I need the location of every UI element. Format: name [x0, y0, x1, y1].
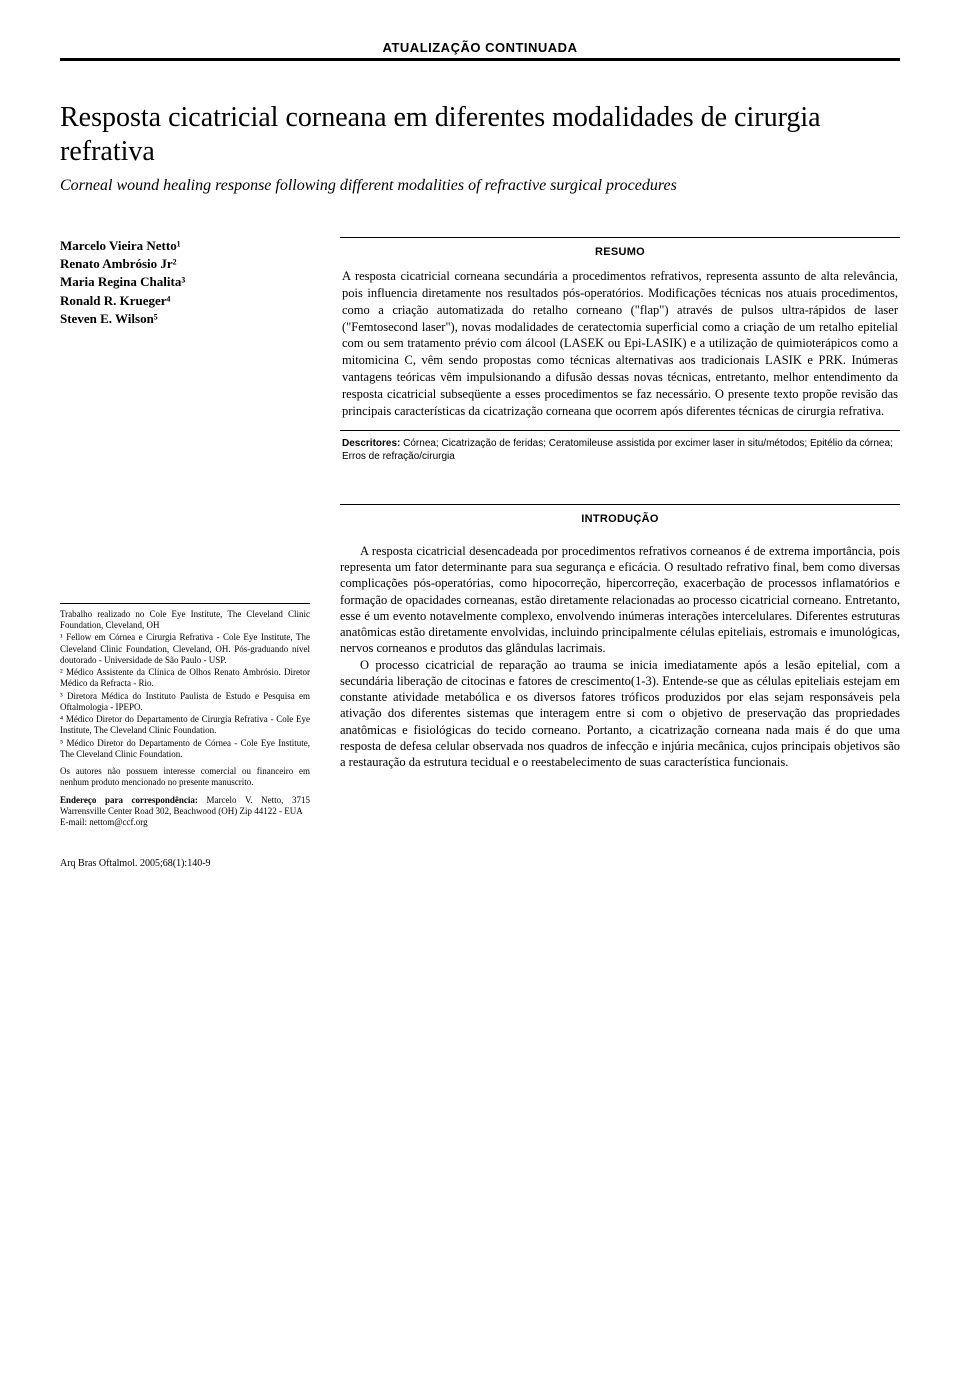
author: Marcelo Vieira Netto¹: [60, 237, 310, 255]
affil-item: ⁴ Médico Diretor do Departamento de Ciru…: [60, 714, 310, 737]
article-title-en: Corneal wound healing response following…: [60, 176, 900, 197]
affil-item: ¹ Fellow em Córnea e Cirurgia Refrativa …: [60, 632, 310, 666]
article-title-pt: Resposta cicatricial corneana em diferen…: [60, 101, 900, 168]
descriptors-text: Córnea; Cicatrização de feridas; Ceratom…: [342, 438, 893, 463]
intro-heading: INTRODUÇÃO: [340, 513, 900, 525]
corr-label: Endereço para correspondência:: [60, 795, 198, 805]
descriptors-label: Descritores:: [342, 438, 400, 449]
affil-intro: Trabalho realizado no Cole Eye Institute…: [60, 609, 310, 632]
affiliations-column: Trabalho realizado no Cole Eye Institute…: [60, 543, 310, 829]
abstract-body: A resposta cicatricial corneana secundár…: [340, 268, 900, 420]
author: Steven E. Wilson⁵: [60, 310, 310, 328]
author: Maria Regina Chalita³: [60, 273, 310, 291]
section-label: ATUALIZAÇÃO CONTINUADA: [60, 40, 900, 55]
author: Renato Ambrósio Jr²: [60, 255, 310, 273]
journal-footer: Arq Bras Oftalmol. 2005;68(1):140-9: [60, 858, 900, 869]
affil-divider: [60, 603, 310, 604]
corr-email: E-mail: nettom@ccf.org: [60, 817, 148, 827]
affil-correspondence: Endereço para correspondência: Marcelo V…: [60, 795, 310, 829]
body-paragraph: O processo cicatricial de reparação ao t…: [340, 657, 900, 771]
authors-column: Marcelo Vieira Netto¹ Renato Ambrósio Jr…: [60, 237, 310, 464]
body-paragraph: A resposta cicatricial desencadeada por …: [340, 543, 900, 657]
descriptors: Descritores: Córnea; Cicatrização de fer…: [340, 437, 900, 464]
authors-abstract-row: Marcelo Vieira Netto¹ Renato Ambrósio Jr…: [60, 237, 900, 464]
body-row: Trabalho realizado no Cole Eye Institute…: [60, 543, 900, 829]
body-column: A resposta cicatricial desencadeada por …: [340, 543, 900, 829]
affil-item: ² Médico Assistente da Clínica de Olhos …: [60, 667, 310, 690]
affil-note: Os autores não possuem interesse comerci…: [60, 766, 310, 789]
descriptors-divider: [340, 430, 900, 431]
author: Ronald R. Krueger⁴: [60, 292, 310, 310]
intro-heading-box: INTRODUÇÃO: [340, 504, 900, 525]
abstract-heading: RESUMO: [340, 246, 900, 258]
abstract-box: RESUMO A resposta cicatricial corneana s…: [340, 237, 900, 464]
affil-item: ⁵ Médico Diretor do Departamento de Córn…: [60, 738, 310, 761]
header-divider: [60, 58, 900, 61]
affil-item: ³ Diretora Médica do Instituto Paulista …: [60, 691, 310, 714]
